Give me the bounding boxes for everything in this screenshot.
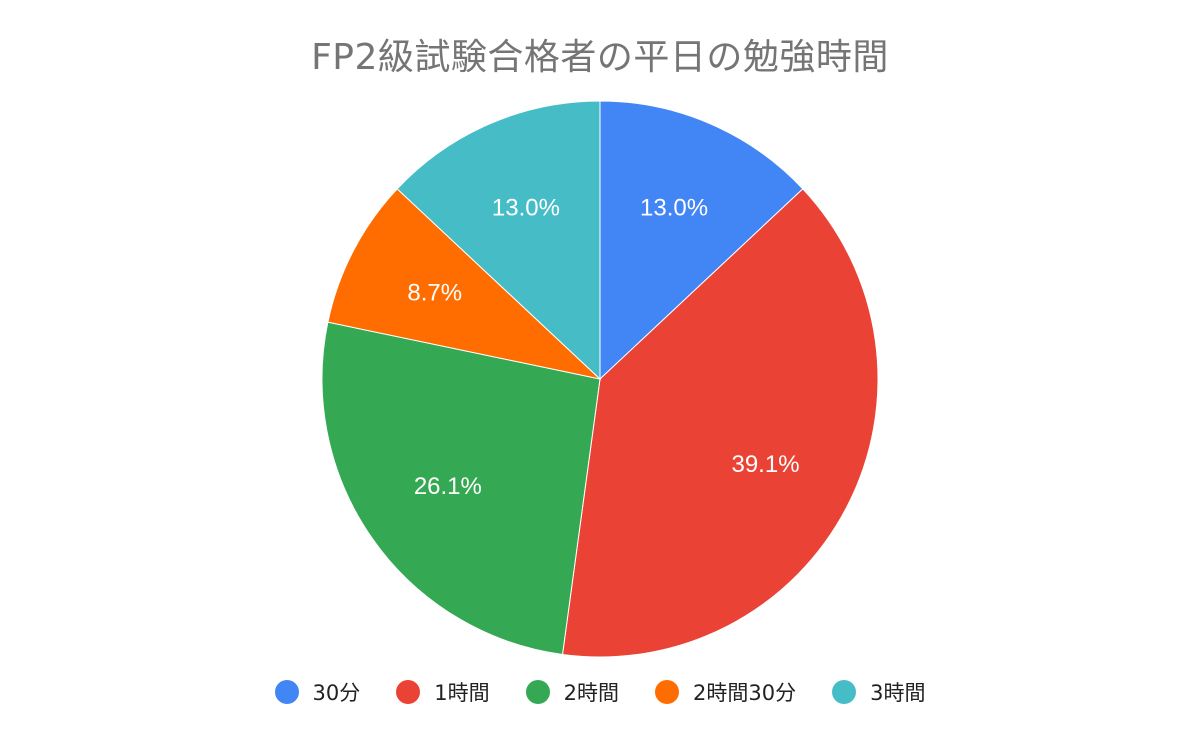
slice-data-label-4: 13.0% [492,195,560,222]
slice-data-label-3: 8.7% [407,280,462,307]
legend-label: 2時間30分 [693,681,797,705]
legend-item-4: 3時間 [832,677,925,707]
legend-swatch [655,680,679,704]
slice-data-label-1: 39.1% [731,451,799,478]
pie-slices [321,100,879,658]
legend-swatch [396,680,421,704]
slice-data-label-2: 26.1% [414,473,482,500]
pie-slice-1 [561,188,879,658]
legend-swatch [274,680,299,704]
legend-label: 30分 [312,681,361,705]
legend-item-0: 30分 [274,677,361,707]
slice-data-label-0: 13.0% [640,195,708,222]
legend-item-1: 1時間 [396,677,490,707]
legend: 30分 1時間 2時間 2時間30分 3時間 [0,672,1200,712]
legend-swatch [525,680,550,704]
legend-label: 1時間 [434,681,490,705]
legend-item-3: 2時間30分 [655,677,796,707]
pie-slice-0 [599,100,804,381]
legend-item-2: 2時間 [525,677,619,707]
pie-slice-4 [396,100,601,381]
chart-title: FP2級試験合格者の平日の勉強時間 [311,37,889,78]
pie-slice-3 [327,188,602,380]
legend-swatch [832,680,857,704]
legend-label: 2時間 [563,681,619,705]
pie-slice-2 [321,321,601,656]
pie-labels: 13.0% 39.1% 26.1% 8.7% 13.0% [407,195,799,500]
legend-label: 3時間 [870,681,926,705]
